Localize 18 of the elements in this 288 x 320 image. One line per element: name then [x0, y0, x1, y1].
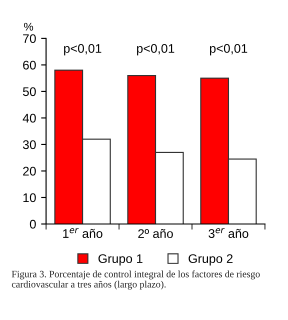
- annotation: p<0,01: [137, 44, 174, 56]
- y-tick-label: 70: [23, 34, 36, 44]
- x-tick-label: 1$^{er}$ año: [63, 228, 102, 238]
- y-tick-label: 60: [23, 60, 36, 70]
- annotation: p<0,01: [210, 44, 248, 56]
- y-tick-label: 40: [22, 114, 36, 123]
- legend-label: Grupo 2: [188, 254, 233, 266]
- text: Figura 3. Porcentaje de control integral de los factores de riesgo cardiovascular a tres años (largo plazo).: [12, 270, 260, 290]
- x-tick-label: 2º año: [138, 228, 173, 238]
- y-tick-label: 10: [23, 193, 36, 202]
- y-tick-label: 20: [23, 166, 36, 176]
- annotation: p<0,01: [64, 44, 102, 56]
- y-tick-label: 50: [22, 87, 36, 96]
- y-tick-label: 30: [22, 140, 36, 150]
- x-tick-label: 3$^{er}$ año: [208, 228, 248, 238]
- y-tick-label: 0: [30, 220, 36, 229]
- legend-label: Grupo 1: [98, 254, 142, 266]
- y-axis-title: %: [24, 22, 34, 31]
